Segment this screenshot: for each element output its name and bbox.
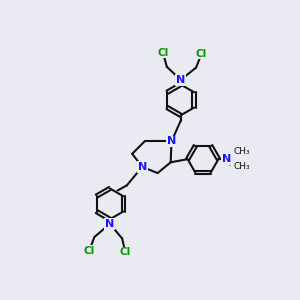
Text: CH₃: CH₃ (233, 147, 250, 156)
Text: N: N (138, 162, 147, 172)
Text: Cl: Cl (196, 49, 207, 59)
Text: Cl: Cl (158, 48, 169, 58)
Text: Cl: Cl (120, 248, 131, 257)
Text: Cl: Cl (83, 246, 95, 256)
Text: N: N (222, 154, 232, 164)
Text: N: N (105, 219, 115, 229)
Text: CH₃: CH₃ (233, 162, 250, 171)
Text: N: N (176, 75, 185, 85)
Text: N: N (167, 136, 176, 146)
